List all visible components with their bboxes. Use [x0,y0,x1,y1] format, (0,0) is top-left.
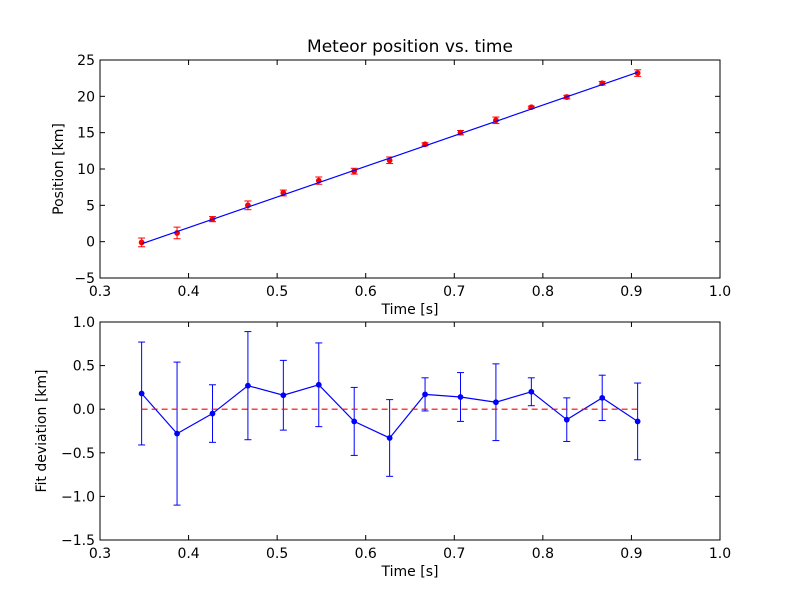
y-tick-label: 10 [77,162,95,178]
plot-area [100,322,720,540]
x-tick-label: 0.7 [443,546,465,562]
data-point [315,381,322,388]
axes-frame [99,321,721,541]
y-tick-label: 0.5 [73,359,95,375]
position-ticks: 0.3 0.4 0.5 0.6 0.7 0.8 0.9 1.0 −5 0 5 10 15 20 25 [74,53,731,300]
x-tick-label: 0.3 [89,284,111,300]
data-point [245,382,251,389]
position-subplot: 0.3 0.4 0.5 0.6 0.7 0.8 0.9 1.0 −5 0 5 10 15 20 25 Met… [51,37,731,318]
y-tick-label: 15 [77,126,95,142]
fit-line [141,71,638,245]
y-tick-label: 5 [86,198,95,214]
x-tick-label: 0.5 [266,284,288,300]
data-point [386,435,393,441]
y-tick-label: −5 [74,271,95,287]
data-point [280,392,287,399]
data-point [351,418,358,425]
data-point [138,239,145,246]
y-tick-label: 20 [77,89,95,105]
x-tick-label: 0.6 [355,284,377,300]
x-tick-label: 0.4 [177,284,199,300]
data-point [209,410,216,417]
x-tick-label: 1.0 [709,284,731,300]
x-tick-label: 0.8 [532,284,554,300]
data-point [493,399,499,406]
data-point [563,416,570,423]
y-tick-label: 1.0 [73,315,95,331]
data-point [174,430,180,437]
deviation-ticks: 0.3 0.4 0.5 0.6 0.7 0.8 0.9 1.0 −1.5 −1.0 −0.5 0.0 0… [61,315,731,562]
y-tick-label: 0.0 [73,402,95,418]
x-tick-label: 0.9 [620,284,642,300]
x-axis-label: Time [s] [381,564,439,580]
x-tick-label: 0.4 [177,546,199,562]
x-tick-label: 0.3 [89,546,111,562]
data-point [599,394,606,401]
x-tick-label: 0.7 [443,284,465,300]
x-tick-label: 1.0 [709,546,731,562]
y-tick-label: 0 [86,235,95,251]
plot-area [100,60,720,278]
deviation-subplot: 0.3 0.4 0.5 0.6 0.7 0.8 0.9 1.0 −1.5 −1.0 −0.5 0.0 0… [34,315,731,580]
x-tick-label: 0.8 [532,546,554,562]
y-tick-label: −1.0 [61,489,95,505]
x-tick-label: 0.5 [266,546,288,562]
data-point [528,388,535,395]
position-data-marks [138,69,642,248]
data-point [422,391,428,398]
y-tick-label: 25 [77,53,95,69]
y-axis-label: Fit deviation [km] [34,369,50,492]
y-axis-label: Position [km] [51,123,67,215]
data-point [138,390,145,397]
x-tick-label: 0.9 [620,546,642,562]
y-tick-label: −0.5 [61,446,95,462]
x-axis-label: Time [s] [381,302,439,318]
data-point [457,394,464,400]
y-tick-label: −1.5 [61,533,95,549]
x-tick-label: 0.6 [355,546,377,562]
deviation-data-marks [138,331,642,506]
data-point [634,418,641,425]
chart-title: Meteor position vs. time [307,37,513,57]
